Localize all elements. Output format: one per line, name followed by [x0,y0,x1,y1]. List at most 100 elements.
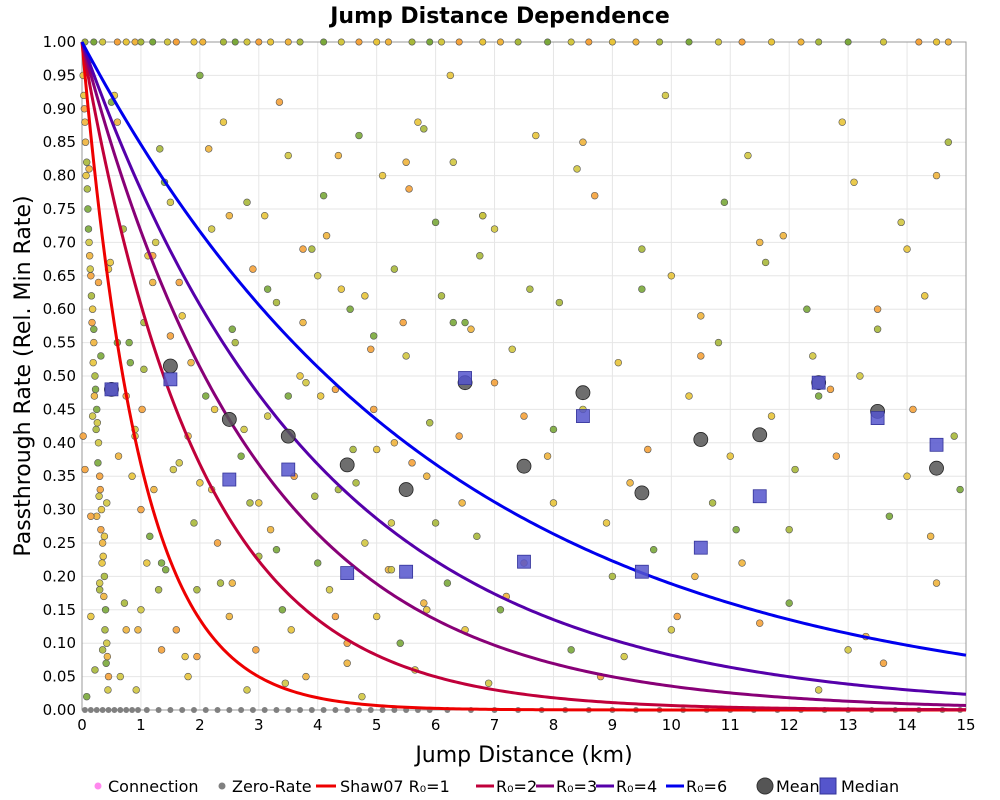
connection-point [903,472,911,480]
x-tick-label: 2 [195,716,205,734]
connection-point [756,238,764,247]
connection-point [667,272,676,280]
zero-rate-point [344,707,351,713]
connection-point [420,125,428,133]
connection-point [243,686,251,694]
connection-point [255,38,263,46]
connection-point [260,211,269,220]
x-tick-label: 5 [372,716,382,734]
connection-point [156,145,164,153]
connection-point [272,298,281,307]
curve-r0-4 [80,41,967,696]
connection-point [314,559,322,567]
connection-point [437,292,446,300]
connection-point [314,272,322,280]
connection-point [138,405,146,414]
connection-point [573,165,581,173]
connection-point [175,278,183,287]
connection-point [331,612,340,621]
x-tick-label: 10 [662,716,681,734]
median-marker [870,411,885,425]
connection-point [184,672,192,681]
y-tick-label: 0.05 [43,668,76,686]
connection-point [296,372,304,380]
connection-point [99,552,107,561]
connection-point [414,118,422,126]
connection-point [797,38,805,46]
connection-point [320,38,328,46]
connection-point [91,372,99,380]
connection-point [337,38,345,46]
median-marker [576,409,590,423]
connection-point [325,586,334,594]
connection-point [402,158,410,166]
zero-rate-point [285,707,292,713]
connection-point [272,545,281,554]
legend-mean-label: Mean [776,777,820,796]
connection-point [803,305,811,313]
connection-point [446,71,455,80]
connection-point [408,38,416,46]
connection-point [85,252,94,260]
connection-point [714,338,723,347]
connection-point [809,352,817,360]
zero-rate-point [143,707,150,713]
connection-point [196,479,204,487]
connection-point [87,512,95,520]
connection-point [95,579,104,587]
connection-point [814,686,823,694]
connection-point [423,606,431,614]
y-tick-label: 0.45 [43,400,76,418]
connection-point [87,292,96,300]
connection-point [84,205,92,213]
connection-point [467,325,475,333]
curve-r0-2 [80,41,967,712]
connection-point [343,659,351,667]
connection-point [95,586,104,594]
connection-point [714,38,722,46]
connection-point [146,532,154,541]
zero-rate-point [134,707,141,713]
connection-point [196,71,204,80]
y-axis-ticks: 0.00 0.05 0.10 0.15 0.20 0.25 0.30 0.35 0.40 0.45… [43,33,76,719]
connection-point [99,38,107,46]
connection-point [370,405,378,414]
x-tick-label: 14 [898,716,917,734]
connection-point [850,178,858,186]
connection-point [549,425,558,434]
y-tick-label: 0.15 [43,601,76,619]
connection-point [213,539,222,547]
connection-point [355,131,363,140]
connection-point [691,572,699,581]
connection-point [768,38,776,46]
connection-point [903,245,911,253]
zero-rate-point [226,707,233,713]
connection-point [302,378,310,387]
connection-point [649,545,658,554]
connection-point [149,38,157,46]
connection-point [844,38,852,46]
connection-point [181,652,189,661]
connection-point [219,118,228,126]
median-marker [458,371,472,385]
curve-r0-6 [80,41,967,657]
connection-point [79,432,87,440]
connection-point [638,285,646,293]
connection-point [390,265,399,273]
connection-point [225,612,234,621]
connection-point [644,445,652,454]
connection-point [308,245,316,253]
connection-point [284,151,292,160]
zero-rate-point [190,707,197,713]
connection-point [128,472,136,480]
connection-point [81,138,90,146]
connection-point [479,211,487,220]
connection-point [732,525,740,534]
connection-point [873,305,882,313]
connection-point [100,532,109,541]
connection-point [193,652,201,661]
x-tick-label: 12 [780,716,799,734]
x-tick-label: 11 [721,716,740,734]
connection-point [166,198,175,207]
